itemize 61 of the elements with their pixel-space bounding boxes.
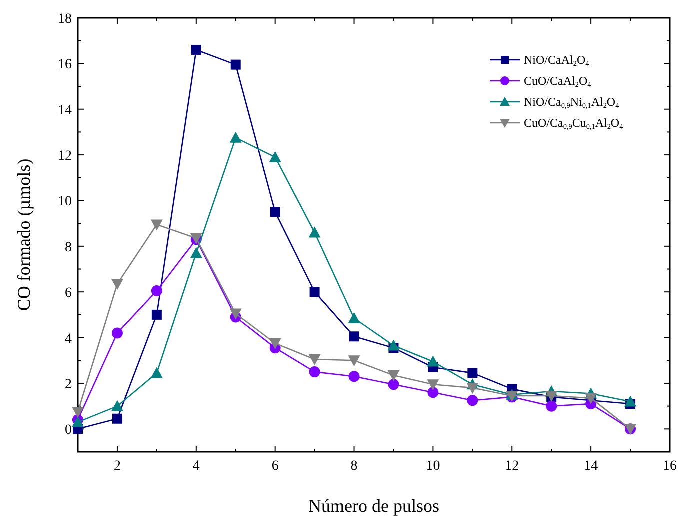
point <box>111 400 124 412</box>
point <box>230 132 242 143</box>
legend-label: NiO/CaAl$_{2}$O$_{4}$ <box>524 53 590 68</box>
point <box>427 380 440 391</box>
x-tick-label: 6 <box>272 459 279 474</box>
point <box>150 220 163 231</box>
point <box>427 356 440 367</box>
x-tick-label: 2 <box>114 459 121 474</box>
point <box>269 338 282 350</box>
point <box>230 308 242 320</box>
point <box>150 367 163 378</box>
x-tick-label: 16 <box>663 459 677 474</box>
point <box>310 287 320 298</box>
point <box>112 414 122 424</box>
point <box>308 354 321 366</box>
point <box>230 60 241 70</box>
x-tick-label: 12 <box>505 459 520 474</box>
point <box>466 383 479 394</box>
point <box>349 332 360 342</box>
point <box>388 379 400 390</box>
y-tick-label: 10 <box>58 194 72 210</box>
point <box>348 312 360 324</box>
y-axis-title: CO formado (µmols) <box>14 158 34 312</box>
y-tick-label: 16 <box>58 58 72 73</box>
point <box>388 370 400 382</box>
point <box>190 247 202 258</box>
y-tick-label: 8 <box>65 240 72 256</box>
y-tick-label: 12 <box>58 149 72 164</box>
y-tick-label: 14 <box>58 103 72 118</box>
point <box>388 340 400 351</box>
point <box>152 310 162 320</box>
x-axis-title: Número de pulsos <box>308 496 440 516</box>
y-tick-label: 4 <box>65 332 72 347</box>
point <box>348 371 360 382</box>
point <box>191 44 202 55</box>
x-tick-label: 10 <box>426 459 440 474</box>
x-tick-label: 14 <box>584 459 598 474</box>
point <box>348 356 360 367</box>
point <box>151 285 162 296</box>
y-tick-label: 6 <box>65 286 72 302</box>
point <box>585 393 598 404</box>
y-tick-label: 0 <box>65 423 72 438</box>
point <box>112 328 123 339</box>
legend-label: CuO/CaAl$_{2}$O$_{4}$ <box>524 74 592 90</box>
point <box>269 151 282 162</box>
y-tick-label: 2 <box>65 377 72 392</box>
point <box>428 387 439 398</box>
point <box>111 279 124 290</box>
legend-label: CuO/Ca$_{0,9}$Cu$_{0,1}$Al$_{2}$O$_{4}$ <box>524 116 624 132</box>
x-tick-label: 8 <box>350 459 358 474</box>
point <box>72 407 84 418</box>
x-tick-label: 4 <box>192 459 200 474</box>
legend-label: NiO/Ca$_{0,9}$Ni$_{0,1}$Al$_{2}$O$_{4}$ <box>524 95 620 110</box>
point <box>624 396 637 407</box>
point <box>309 366 320 378</box>
point <box>270 207 280 218</box>
y-tick-label: 18 <box>58 12 72 27</box>
point <box>308 226 321 238</box>
point <box>546 400 558 412</box>
point <box>468 368 478 378</box>
point <box>467 395 478 406</box>
